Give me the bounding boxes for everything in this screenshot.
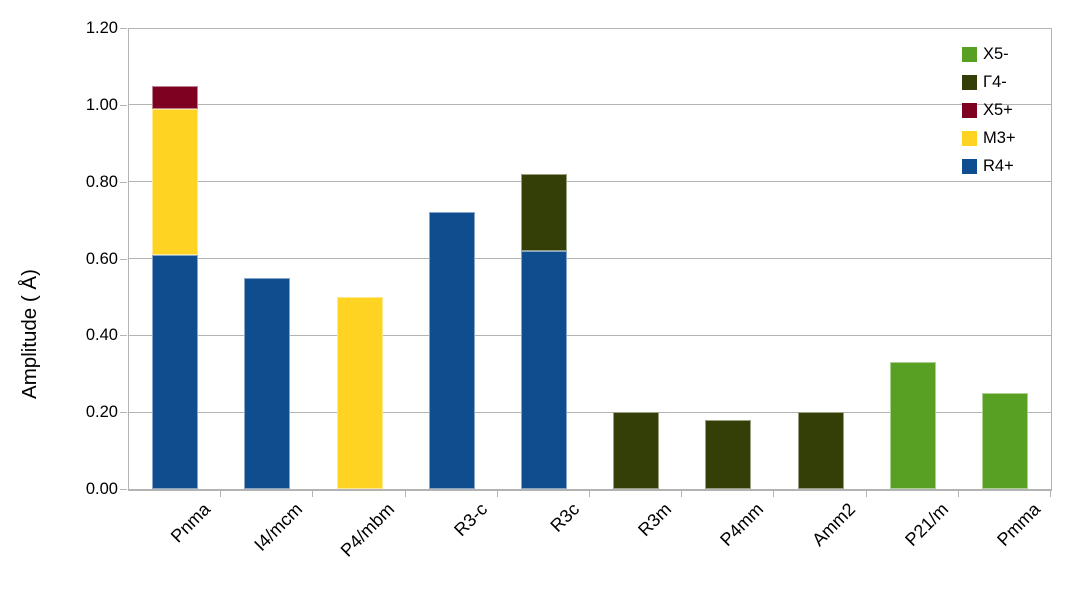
x-axis-tick	[866, 491, 867, 497]
legend-label: X5-	[983, 44, 1009, 63]
x-axis-tick	[497, 491, 498, 497]
x-category-label: Amm2	[808, 499, 860, 550]
x-axis-tick	[220, 491, 221, 497]
x-category-label: R3-c	[449, 499, 491, 541]
bar-Amm2	[797, 412, 844, 489]
legend-label: Γ4-	[983, 72, 1007, 91]
y-axis-tick	[120, 181, 127, 183]
legend-item: X5-	[962, 40, 1016, 68]
bar-segment-R4+	[520, 250, 567, 489]
x-axis-tick	[681, 491, 682, 497]
x-axis-tick	[589, 491, 590, 497]
x-category-label: P21/m	[900, 499, 952, 550]
bar-segment-Γ4-	[797, 412, 844, 489]
y-axis-tick	[120, 28, 127, 29]
x-axis-tick	[773, 491, 774, 497]
gridline	[129, 334, 1051, 336]
y-axis-tick	[120, 489, 127, 490]
y-axis-tick	[120, 412, 127, 414]
gridline	[129, 411, 1051, 413]
gridline	[129, 28, 1051, 29]
legend-label: X5+	[983, 100, 1013, 119]
bar-segment-Γ4-	[705, 419, 752, 489]
gridline	[129, 258, 1051, 259]
bar-Pmma	[981, 392, 1028, 489]
bar-I4/mcm	[244, 277, 291, 489]
legend: X5- Γ4- X5+ M3+ R4+	[962, 40, 1016, 180]
bar-segment-M3+	[336, 296, 383, 489]
y-tick-label: 0.40	[85, 326, 118, 345]
bar-P4/mbm	[336, 296, 383, 489]
legend-item: M3+	[962, 124, 1016, 152]
gridline	[129, 104, 1051, 106]
bar-P4mm	[705, 419, 752, 489]
x-category-label: Pnma	[166, 499, 215, 547]
bar-Pnma	[152, 85, 199, 489]
gridline	[129, 181, 1051, 183]
bar-R3-c	[428, 212, 475, 489]
bar-segment-X5+	[152, 85, 199, 109]
x-axis-tick	[405, 491, 406, 497]
x-axis-tick	[1050, 491, 1051, 497]
x-category-label: P4/mbm	[337, 499, 399, 561]
x-axis-tick	[958, 491, 959, 497]
bar-segment-Γ4-	[520, 174, 567, 251]
bar-segment-Γ4-	[613, 412, 660, 489]
bar-segment-R4+	[152, 254, 199, 489]
bar-P21/m	[889, 362, 936, 489]
y-tick-label: 0.20	[85, 403, 118, 422]
x-category-label: P4mm	[716, 499, 768, 550]
legend-label: R4+	[983, 156, 1014, 175]
legend-label: M3+	[983, 128, 1016, 147]
y-tick-label: 1.20	[85, 19, 118, 37]
legend-item: Γ4-	[962, 68, 1016, 96]
bar-segment-M3+	[152, 108, 199, 255]
bar-R3m	[613, 412, 660, 489]
plot-area	[128, 28, 1052, 491]
bar-segment-R4+	[244, 277, 291, 489]
legend-item: R4+	[962, 152, 1016, 180]
bar-segment-X5-	[889, 362, 936, 489]
legend-item: X5+	[962, 96, 1016, 124]
bar-segment-R4+	[428, 212, 475, 489]
y-tick-label: 0.60	[85, 249, 118, 268]
y-axis-tick	[120, 335, 127, 337]
x-category-label: Pmma	[993, 499, 1045, 550]
x-category-label: I4/mcm	[250, 499, 307, 555]
x-axis-tick	[312, 491, 313, 497]
legend-swatch-icon	[962, 74, 977, 90]
y-tick-label: 0.00	[85, 480, 118, 498]
legend-swatch-icon	[962, 46, 977, 62]
legend-swatch-icon	[962, 158, 977, 174]
y-axis-tick	[120, 104, 127, 106]
y-axis-tick	[120, 258, 127, 260]
x-category-label: R3m	[634, 499, 676, 541]
bar-segment-X5-	[981, 392, 1028, 489]
legend-swatch-icon	[962, 130, 977, 146]
x-category-label: R3c	[546, 499, 584, 536]
legend-swatch-icon	[962, 102, 977, 118]
y-tick-label: 1.00	[85, 95, 118, 114]
bar-R3c	[520, 174, 567, 489]
y-tick-label: 0.80	[85, 172, 118, 191]
